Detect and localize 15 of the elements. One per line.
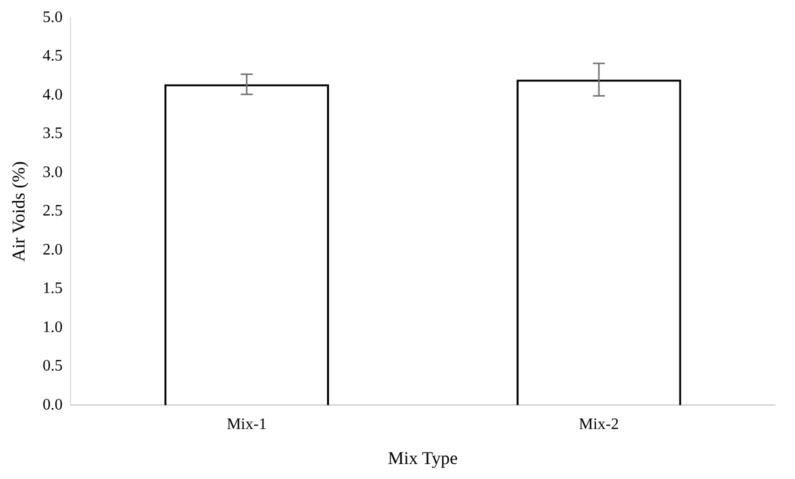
y-tick-label: 3.0 [42, 164, 63, 181]
x-tick-label: Mix-2 [578, 416, 619, 434]
y-tick-label: 2.0 [42, 241, 63, 258]
y-tick-label: 0.0 [42, 396, 63, 414]
y-tick-label: 4.0 [42, 86, 63, 104]
x-axis-title: Mix Type [388, 448, 458, 468]
y-tick-label: 2.5 [42, 202, 63, 220]
y-tick-label: 1.5 [42, 280, 63, 298]
y-tick-label: 0.5 [42, 358, 63, 375]
y-tick-label: 4.5 [42, 48, 63, 65]
x-tick-label: Mix-1 [226, 416, 267, 434]
y-axis-title: Air Voids (%) [8, 161, 29, 262]
y-tick-label: 5.0 [42, 8, 63, 26]
y-tick-label: 3.5 [42, 125, 63, 142]
y-tick-label: 1.0 [42, 318, 63, 336]
